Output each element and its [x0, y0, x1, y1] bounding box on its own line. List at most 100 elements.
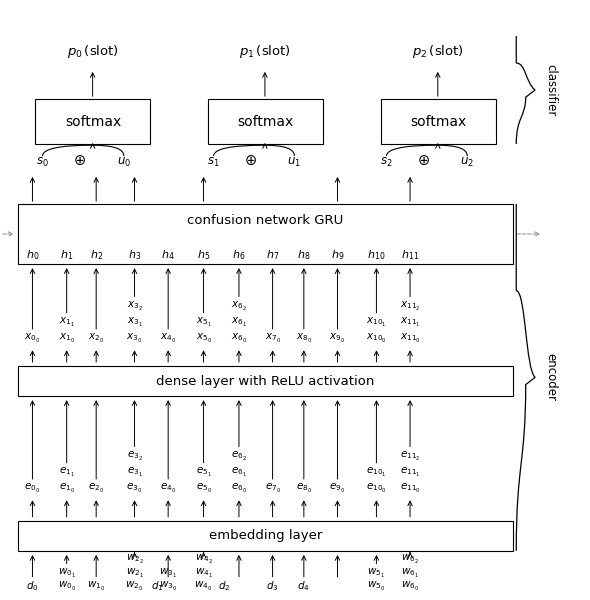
Text: $x_{6_1}$: $x_{6_1}$	[231, 316, 247, 329]
FancyBboxPatch shape	[18, 204, 513, 264]
Text: $x_{2_0}$: $x_{2_0}$	[88, 332, 104, 345]
Text: classifier: classifier	[544, 64, 557, 116]
Text: $h_0$: $h_0$	[26, 248, 39, 262]
Text: $w_{2_2}$: $w_{2_2}$	[126, 553, 143, 566]
Text: $h_{11}$: $h_{11}$	[401, 248, 419, 262]
Text: confusion network GRU: confusion network GRU	[188, 214, 343, 227]
Text: $h_{10}$: $h_{10}$	[367, 248, 386, 262]
Text: $p_0\,\mathrm{(slot)}$: $p_0\,\mathrm{(slot)}$	[67, 43, 119, 60]
Text: $s_0$: $s_0$	[36, 156, 49, 169]
Text: $e_{0_0}$: $e_{0_0}$	[24, 482, 41, 495]
Text: $s_2$: $s_2$	[380, 156, 393, 169]
Text: embedding layer: embedding layer	[209, 529, 322, 542]
Text: $u_1$: $u_1$	[287, 156, 301, 169]
Text: $h_3$: $h_3$	[128, 248, 141, 262]
Text: $d_1$: $d_1$	[150, 579, 163, 593]
Text: encoder: encoder	[544, 353, 557, 401]
Text: $h_7$: $h_7$	[266, 248, 279, 262]
Text: $x_{11_1}$: $x_{11_1}$	[400, 316, 420, 329]
Text: $d_2$: $d_2$	[218, 579, 231, 593]
Text: $w_{3_0}$: $w_{3_0}$	[159, 580, 177, 593]
Text: $x_{1_1}$: $x_{1_1}$	[59, 316, 74, 329]
Text: $e_{5_0}$: $e_{5_0}$	[195, 482, 212, 495]
Text: $h_6$: $h_6$	[232, 248, 245, 262]
Text: $x_{11_0}$: $x_{11_0}$	[399, 332, 421, 345]
Text: $e_{6_1}$: $e_{6_1}$	[231, 466, 247, 479]
Text: $x_{4_0}$: $x_{4_0}$	[160, 332, 176, 345]
Text: $\oplus$: $\oplus$	[73, 152, 86, 167]
Text: $x_{5_0}$: $x_{5_0}$	[195, 332, 212, 345]
Text: $w_{0_0}$: $w_{0_0}$	[58, 580, 76, 593]
Text: $e_{9_0}$: $e_{9_0}$	[329, 482, 346, 495]
Text: $e_{8_0}$: $e_{8_0}$	[296, 482, 312, 495]
Text: $h_2$: $h_2$	[90, 248, 103, 262]
Text: $x_{6_0}$: $x_{6_0}$	[231, 332, 247, 345]
Text: $e_{1_1}$: $e_{1_1}$	[59, 466, 74, 479]
FancyBboxPatch shape	[35, 99, 150, 144]
Text: $x_{3_0}$: $x_{3_0}$	[126, 332, 143, 345]
Text: $h_4$: $h_4$	[161, 248, 175, 262]
Text: $d_3$: $d_3$	[266, 579, 279, 593]
Text: $x_{9_0}$: $x_{9_0}$	[329, 332, 346, 345]
Text: $h_1$: $h_1$	[60, 248, 73, 262]
FancyBboxPatch shape	[208, 99, 323, 144]
Text: $w_{3_1}$: $w_{3_1}$	[159, 566, 177, 580]
Text: $h_9$: $h_9$	[331, 248, 344, 262]
Text: $p_2\,\mathrm{(slot)}$: $p_2\,\mathrm{(slot)}$	[412, 43, 464, 60]
Text: $x_{6_2}$: $x_{6_2}$	[231, 299, 247, 313]
Text: $e_{3_0}$: $e_{3_0}$	[126, 482, 143, 495]
Text: $w_{6_0}$: $w_{6_0}$	[401, 580, 419, 593]
Text: $x_{1_0}$: $x_{1_0}$	[58, 332, 75, 345]
FancyBboxPatch shape	[18, 366, 513, 396]
Text: $e_{11_0}$: $e_{11_0}$	[399, 482, 421, 495]
Text: dense layer with ReLU activation: dense layer with ReLU activation	[156, 374, 375, 388]
Text: $w_{6_1}$: $w_{6_1}$	[401, 566, 419, 580]
Text: $w_{1_0}$: $w_{1_0}$	[87, 580, 105, 593]
Text: softmax: softmax	[65, 115, 121, 128]
Text: $d_0$: $d_0$	[26, 579, 39, 593]
Text: $x_{10_0}$: $x_{10_0}$	[366, 332, 387, 345]
Text: $x_{0_0}$: $x_{0_0}$	[24, 332, 41, 345]
Text: $e_{11_2}$: $e_{11_2}$	[400, 449, 420, 463]
Text: $e_{4_0}$: $e_{4_0}$	[160, 482, 176, 495]
Text: $x_{5_1}$: $x_{5_1}$	[196, 316, 211, 329]
Text: $\oplus$: $\oplus$	[417, 152, 430, 167]
Text: $u_2$: $u_2$	[460, 156, 474, 169]
Text: $d_4$: $d_4$	[297, 579, 310, 593]
Text: $e_{10_0}$: $e_{10_0}$	[366, 482, 387, 495]
Text: $e_{2_0}$: $e_{2_0}$	[88, 482, 104, 495]
Text: $e_{6_2}$: $e_{6_2}$	[231, 449, 247, 463]
Text: $s_1$: $s_1$	[207, 156, 220, 169]
Text: $e_{7_0}$: $e_{7_0}$	[264, 482, 281, 495]
Text: $x_{8_0}$: $x_{8_0}$	[296, 332, 312, 345]
Text: $x_{10_1}$: $x_{10_1}$	[366, 316, 386, 329]
Text: $p_1\,\mathrm{(slot)}$: $p_1\,\mathrm{(slot)}$	[239, 43, 291, 60]
Text: $e_{3_1}$: $e_{3_1}$	[127, 466, 142, 479]
Text: $w_{0_1}$: $w_{0_1}$	[58, 566, 76, 580]
FancyBboxPatch shape	[18, 521, 513, 551]
Text: $e_{6_0}$: $e_{6_0}$	[231, 482, 247, 495]
Text: $h_8$: $h_8$	[297, 248, 310, 262]
Text: $w_{2_0}$: $w_{2_0}$	[126, 580, 143, 593]
Text: $e_{10_1}$: $e_{10_1}$	[366, 466, 386, 479]
Text: $e_{11_1}$: $e_{11_1}$	[400, 466, 420, 479]
Text: $w_{5_1}$: $w_{5_1}$	[368, 566, 385, 580]
Text: $e_{5_1}$: $e_{5_1}$	[196, 466, 211, 479]
Text: $w_{6_2}$: $w_{6_2}$	[401, 553, 419, 566]
Text: $w_{4_1}$: $w_{4_1}$	[195, 566, 212, 580]
Text: $x_{3_2}$: $x_{3_2}$	[127, 299, 142, 313]
Text: softmax: softmax	[237, 115, 293, 128]
Text: $e_{3_2}$: $e_{3_2}$	[127, 449, 142, 463]
Text: $\oplus$: $\oplus$	[244, 152, 257, 167]
Text: $x_{3_1}$: $x_{3_1}$	[127, 316, 142, 329]
Text: $h_5$: $h_5$	[197, 248, 210, 262]
Text: $w_{4_0}$: $w_{4_0}$	[195, 580, 212, 593]
Text: $e_{1_0}$: $e_{1_0}$	[58, 482, 75, 495]
Text: $x_{11_2}$: $x_{11_2}$	[400, 299, 420, 313]
Text: $w_{4_2}$: $w_{4_2}$	[195, 553, 212, 566]
Text: $x_{7_0}$: $x_{7_0}$	[264, 332, 281, 345]
Text: softmax: softmax	[410, 115, 466, 128]
Text: $u_0$: $u_0$	[117, 156, 131, 169]
Text: $w_{5_0}$: $w_{5_0}$	[368, 580, 385, 593]
FancyBboxPatch shape	[381, 99, 496, 144]
